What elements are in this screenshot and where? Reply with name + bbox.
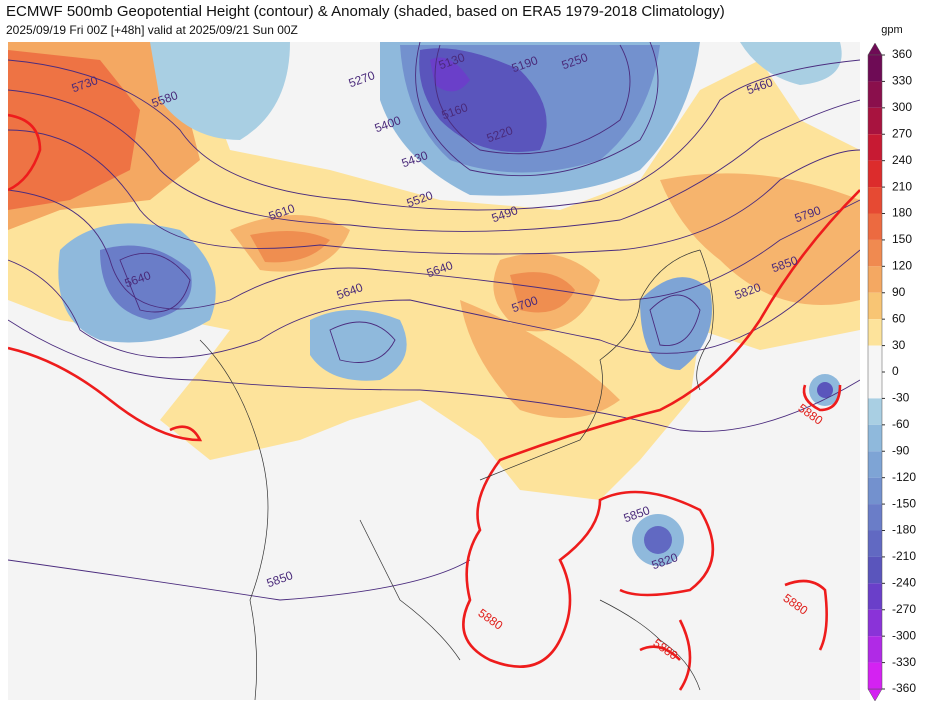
colorbar-arrow-bottom xyxy=(867,688,883,702)
colorbar-segment xyxy=(868,55,882,82)
anomaly-neg xyxy=(817,382,833,398)
colorbar-segment xyxy=(868,319,882,346)
colorbar-tick-label: -150 xyxy=(892,496,916,510)
colorbar-arrow-top xyxy=(867,42,883,56)
colorbar-segment xyxy=(868,609,882,637)
colorbar-segment xyxy=(868,266,882,293)
colorbar-tick-label: -180 xyxy=(892,523,916,537)
colorbar-segment xyxy=(868,477,882,505)
colorbar-tick-label: 120 xyxy=(892,259,912,273)
colorbar: gpm 3603303002702402101801501209060300-3… xyxy=(867,24,916,702)
anomaly-120 xyxy=(250,231,575,313)
colorbar-segment xyxy=(868,160,882,188)
colorbar-segment xyxy=(868,451,882,478)
subtitle: 2025/09/19 Fri 00Z [+48h] valid at 2025/… xyxy=(6,23,298,37)
contour-5880 xyxy=(8,113,860,691)
colorbar-tick-label: 330 xyxy=(892,74,912,88)
colorbar-tick-label: 60 xyxy=(892,311,906,325)
colorbar-segment xyxy=(868,292,882,320)
anomaly-150 xyxy=(8,50,140,210)
colorbar-segment xyxy=(868,372,882,399)
colorbar-tick-label: -240 xyxy=(892,576,916,590)
colorbar-tick-label: -360 xyxy=(892,681,916,695)
colorbar-segment xyxy=(868,134,882,161)
colorbar-tick-label: -30 xyxy=(892,391,910,405)
anomaly-neg xyxy=(644,526,672,554)
colorbar-tick-label: 180 xyxy=(892,206,912,220)
colorbar-tick-label: -270 xyxy=(892,602,916,616)
height-contours xyxy=(8,42,860,601)
anomaly-neg xyxy=(640,277,712,370)
colorbar-tick-label: 300 xyxy=(892,100,912,114)
colorbar-tick-label: 210 xyxy=(892,179,912,193)
colorbar-segment xyxy=(868,636,882,663)
colorbar-tick-label: -120 xyxy=(892,470,916,484)
anomaly-neg xyxy=(100,245,192,320)
colorbar-segment xyxy=(868,239,882,267)
title: ECMWF 500mb Geopotential Height (contour… xyxy=(6,3,725,20)
colorbar-segment xyxy=(868,662,882,689)
anomaly-neg xyxy=(430,57,470,92)
colorbar-segment xyxy=(868,213,882,240)
colorbar-tick-label: 240 xyxy=(892,153,912,167)
colorbar-segment xyxy=(868,583,882,610)
colorbar-tick-label: -300 xyxy=(892,628,916,642)
colorbar-tick-label: 270 xyxy=(892,126,912,140)
colorbar-segment xyxy=(868,187,882,214)
colorbar-segment xyxy=(868,504,882,531)
colorbar-tick-label: 90 xyxy=(892,285,906,299)
anomaly-30-60 xyxy=(8,42,860,500)
colorbar-tick-label: 30 xyxy=(892,338,906,352)
anomaly-neg xyxy=(740,42,842,85)
colorbar-tick-label: -210 xyxy=(892,549,916,563)
colorbar-tick-label: -90 xyxy=(892,443,910,457)
coastlines xyxy=(199,249,714,700)
anomaly-neg xyxy=(150,42,290,140)
colorbar-tick-label: 360 xyxy=(892,47,912,61)
colorbar-segment xyxy=(868,107,882,135)
colorbar-tick-label: -330 xyxy=(892,655,916,669)
colorbar-segment xyxy=(868,345,882,372)
colorbar-segment xyxy=(868,424,882,452)
colorbar-tick-label: 0 xyxy=(892,364,899,378)
colorbar-segment xyxy=(868,556,882,584)
colorbar-tick-label: 150 xyxy=(892,232,912,246)
colorbar-segment xyxy=(868,530,882,557)
colorbar-unit: gpm xyxy=(881,24,902,36)
colorbar-tick-label: -60 xyxy=(892,417,910,431)
colorbar-segment xyxy=(868,398,882,425)
colorbar-segment xyxy=(868,81,882,108)
